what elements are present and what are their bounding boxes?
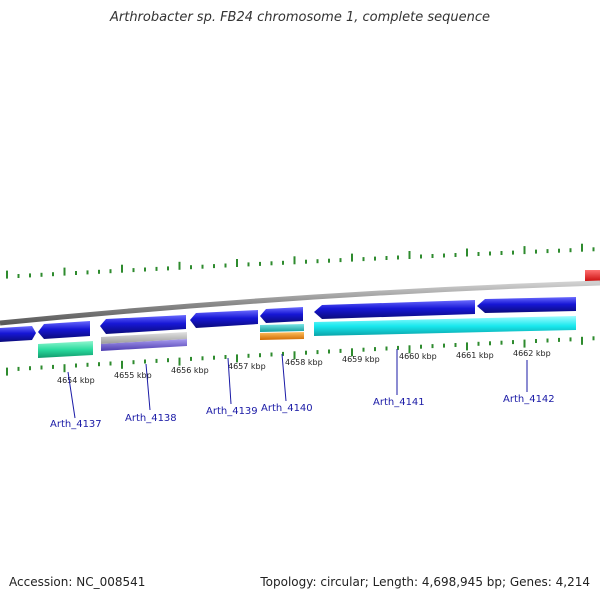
leader-line <box>67 371 76 419</box>
gene-label-arth-4142[interactable]: Arth_4142 <box>503 394 555 405</box>
feature-teal-4140 <box>260 324 304 332</box>
map-title: Arthrobacter sp. FB24 chromosome 1, comp… <box>109 10 491 25</box>
kbp-label: 4660 kbp <box>399 352 437 361</box>
gene-leader-lines <box>67 349 528 419</box>
topology-summary: Topology: circular; Length: 4,698,945 bp… <box>260 575 590 589</box>
forward-genes <box>0 297 576 342</box>
chromosome-backbone <box>0 280 600 326</box>
gene-arrow-arth-4138 <box>100 315 186 334</box>
feature-cyan-4141-4142 <box>314 316 576 336</box>
kbp-label: 4657 kbp <box>228 362 266 371</box>
kbp-label: 4656 kbp <box>171 366 209 375</box>
lower-tick-row <box>6 336 595 376</box>
feature-green-4137 <box>38 341 93 358</box>
upper-tick-row <box>6 243 595 279</box>
kbp-scale: 4654 kbp 4655 kbp 4656 kbp 4657 kbp 4658… <box>57 349 551 385</box>
feature-grey-4138 <box>101 332 187 344</box>
gene-arrow-arth-4137 <box>38 321 90 339</box>
kbp-label: 4655 kbp <box>114 371 152 380</box>
kbp-label: 4654 kbp <box>57 376 95 385</box>
gene-labels: Arth_4137 Arth_4138 Arth_4139 Arth_4140 … <box>50 394 555 430</box>
feature-orange-4140 <box>260 332 304 340</box>
gene-arrow-arth-4140 <box>260 307 303 323</box>
gene-arrow-arth-4141 <box>314 300 475 319</box>
accession-text: Accession: NC_008541 <box>9 575 146 589</box>
feature-bars <box>38 316 576 358</box>
gene-arrow-arth-4139 <box>190 310 258 328</box>
leader-line <box>281 353 287 402</box>
gene-arrow-arth-4142 <box>477 297 576 313</box>
gene-label-arth-4138[interactable]: Arth_4138 <box>125 413 177 424</box>
gene-label-arth-4140[interactable]: Arth_4140 <box>261 403 313 414</box>
leader-line <box>145 363 151 411</box>
gene-label-arth-4137[interactable]: Arth_4137 <box>50 419 102 430</box>
kbp-label: 4661 kbp <box>456 351 494 360</box>
red-feature <box>585 270 600 283</box>
gene-label-arth-4139[interactable]: Arth_4139 <box>206 406 258 417</box>
gene-arrow-left-edge <box>0 326 36 342</box>
kbp-label: 4662 kbp <box>513 349 551 358</box>
feature-purple-4138 <box>101 339 187 351</box>
kbp-label: 4658 kbp <box>285 358 323 367</box>
leader-line <box>227 357 232 405</box>
gene-label-arth-4141[interactable]: Arth_4141 <box>373 397 425 408</box>
kbp-label: 4659 kbp <box>342 355 380 364</box>
